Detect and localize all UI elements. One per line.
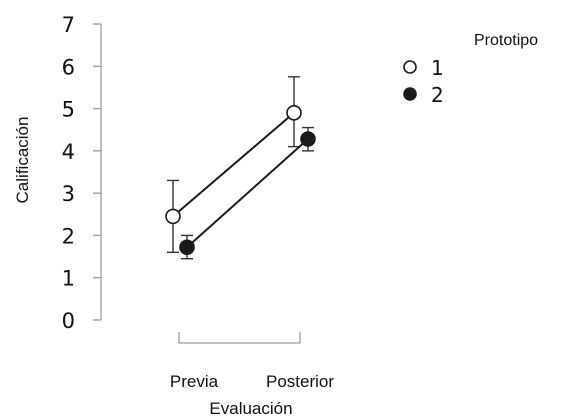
data-point: [179, 239, 195, 256]
series-layer: [165, 76, 316, 260]
series-line: [172, 112, 295, 218]
y-tick-label: 4: [62, 140, 75, 164]
legend-label: 2: [431, 83, 444, 107]
y-tick-label: 5: [62, 98, 75, 122]
legend-marker: [403, 60, 417, 74]
series-line: [186, 138, 309, 249]
series-1: [165, 76, 302, 254]
y-tick-label: 3: [62, 182, 75, 206]
y-tick-label: 2: [62, 224, 75, 248]
data-point: [165, 208, 181, 225]
x-axis-title: Evaluación: [209, 399, 292, 418]
x-tick-label: Posterior: [266, 372, 334, 391]
data-point: [300, 131, 316, 147]
y-axis-title: Calificación: [13, 117, 32, 204]
legend-title: Prototipo: [474, 32, 538, 49]
legend-marker: [403, 87, 417, 101]
x-axis: Previa Posterior: [170, 332, 334, 391]
data-point: [286, 105, 302, 121]
legend: Prototipo 1 2: [403, 32, 538, 107]
y-tick-label: 6: [62, 55, 75, 79]
legend-label: 1: [431, 56, 444, 80]
y-axis: 0 1 2 3 4 5 6 7: [62, 13, 102, 333]
y-tick-label: 7: [62, 13, 75, 37]
x-tick-label: Previa: [170, 372, 219, 391]
series-2: [179, 126, 316, 260]
y-tick-label: 0: [62, 309, 75, 333]
y-tick-label: 1: [62, 267, 75, 291]
